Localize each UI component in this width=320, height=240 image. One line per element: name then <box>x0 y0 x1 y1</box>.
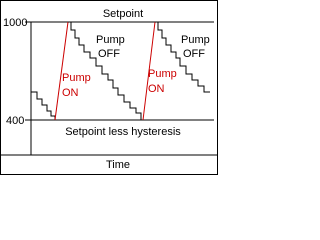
annotation: Pump <box>181 34 210 46</box>
setpoint-label: Setpoint <box>103 8 143 20</box>
annotation: Pump <box>62 72 91 84</box>
annotation: ON <box>148 83 165 95</box>
waveform <box>68 21 143 121</box>
lower-label: Setpoint less hysteresis <box>65 126 181 138</box>
pump-on-ramp <box>54 21 69 121</box>
outer-frame <box>0 0 218 175</box>
x-label: Time <box>106 159 130 171</box>
waveform <box>31 91 56 120</box>
waveform <box>155 21 210 93</box>
y-label-top: 1000 <box>3 17 27 29</box>
annotation: OFF <box>183 48 205 60</box>
annotation: Pump <box>148 68 177 80</box>
pump-on-ramp <box>142 21 156 121</box>
annotation: Pump <box>96 34 125 46</box>
annotation: OFF <box>98 48 120 60</box>
annotation: ON <box>62 87 79 99</box>
y-label-bottom: 400 <box>6 115 24 127</box>
diagram: Setpoint Setpoint less hysteresis 1000 4… <box>0 0 218 175</box>
